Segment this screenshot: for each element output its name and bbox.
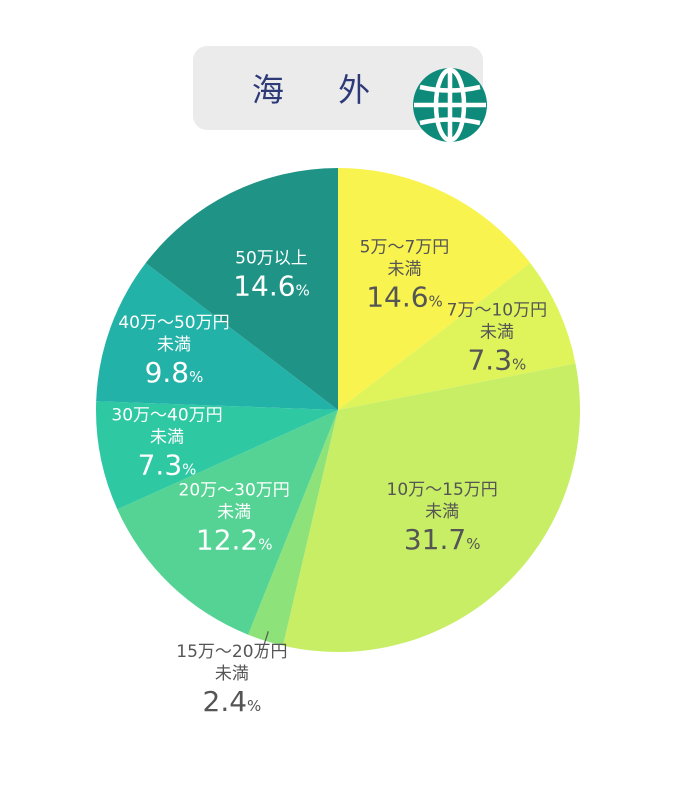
slice-category-label: 未満 — [150, 427, 184, 447]
pie-slice — [96, 263, 338, 410]
pie-slice — [96, 401, 338, 510]
slice-category-label: 15万～20万円 — [176, 642, 287, 662]
pie-slice — [117, 410, 339, 635]
slice-category-label: 未満 — [157, 335, 191, 355]
slice-value-label: 7.3% — [138, 448, 197, 481]
pie-slice — [282, 363, 580, 652]
slice-category-label: 7万～10万円 — [447, 300, 547, 320]
slice-value-label: 7.3% — [467, 343, 526, 376]
slice-category-label: 未満 — [217, 502, 251, 522]
pie-slice — [248, 410, 338, 646]
pie-slice — [338, 263, 576, 410]
slice-category-label: 未満 — [425, 502, 459, 522]
slice-value-label: 14.6% — [233, 269, 310, 302]
slice-value-label: 9.8% — [145, 356, 204, 389]
slice-category-label: 未満 — [387, 259, 421, 279]
pie-slice — [145, 167, 338, 410]
globe-icon — [413, 67, 487, 143]
slice-value-label: 2.4% — [203, 685, 262, 718]
slice-category-label: 40万～50万円 — [118, 313, 229, 333]
slice-category-label: 5万～7万円 — [360, 237, 450, 257]
slice-category-label: 30万～40万円 — [111, 405, 222, 425]
slice-category-label: 20万～30万円 — [179, 480, 290, 500]
page-title: 海 外 — [251, 71, 393, 109]
pie-slice — [338, 168, 531, 410]
slice-category-label: 10万～15万円 — [387, 480, 498, 500]
leader-line — [259, 631, 269, 659]
slice-value-label: 14.6% — [366, 280, 443, 313]
slice-category-label: 50万以上 — [235, 248, 308, 268]
slice-value-label: 12.2% — [196, 523, 273, 556]
slice-category-label: 未満 — [480, 322, 514, 342]
slice-category-label: 未満 — [215, 664, 249, 684]
slice-value-label: 31.7% — [404, 523, 481, 556]
